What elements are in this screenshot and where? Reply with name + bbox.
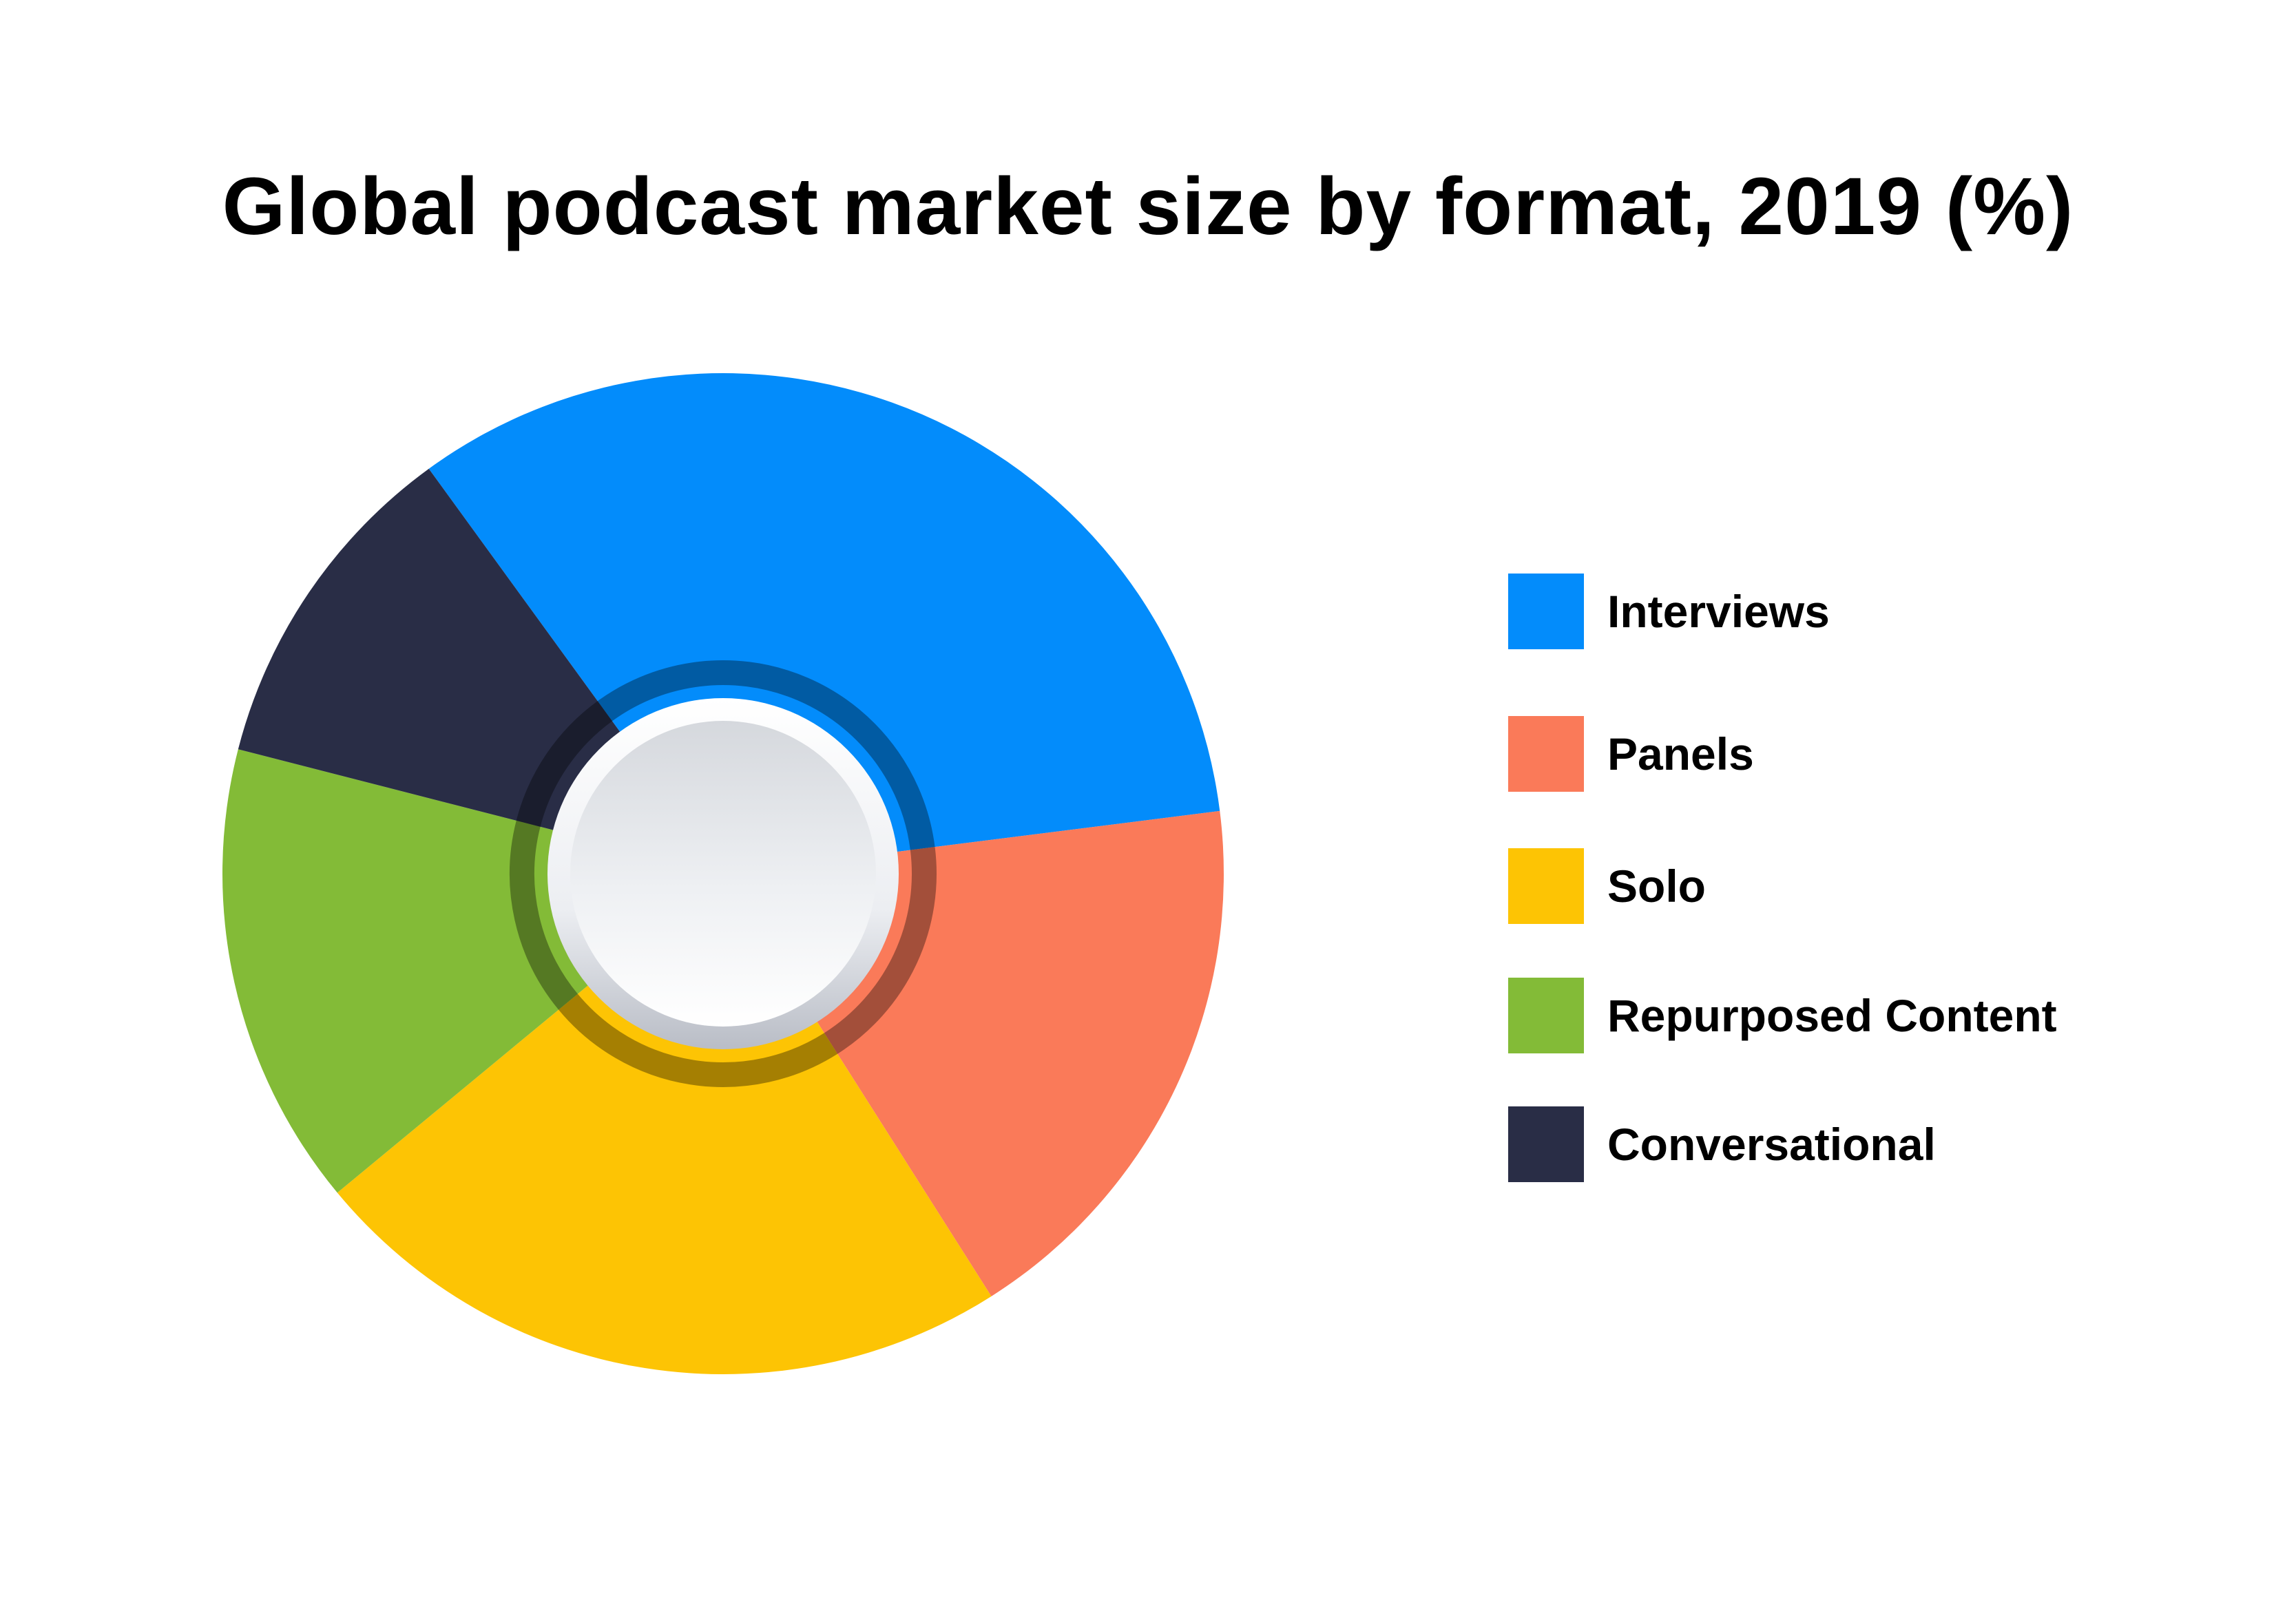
- hub-shadow-ring: [510, 660, 937, 1087]
- legend-swatch: [1508, 848, 1584, 924]
- hub-shadow-conversational: [516, 701, 613, 828]
- hub-shadow-panels: [824, 847, 937, 1054]
- legend-label: Solo: [1607, 861, 1706, 912]
- hub-shadow-tint-repurposed-content: [510, 820, 578, 1010]
- legend-swatch: [1508, 978, 1584, 1053]
- hub-shadow-repurposed-content: [510, 820, 578, 1010]
- chart-title: Global podcast market size by format, 20…: [222, 161, 2074, 252]
- legend-item-solo: Solo: [1508, 848, 1706, 924]
- legend-swatch: [1508, 1106, 1584, 1182]
- legend: Interviews Panels Solo Repurposed Content Co…: [1508, 0, 2266, 1609]
- pie-slice-solo: [337, 874, 992, 1375]
- legend-item-panels: Panels: [1508, 716, 1754, 792]
- hub-shadow-tint-conversational: [516, 701, 613, 828]
- legend-swatch: [1508, 716, 1584, 792]
- legend-item-interviews: Interviews: [1508, 574, 1830, 649]
- hub-shadow-solo: [559, 993, 838, 1087]
- center-hub: [547, 698, 899, 1049]
- legend-label: Panels: [1607, 728, 1754, 779]
- legend-label: Repurposed Content: [1607, 990, 2057, 1041]
- legend-item-conversational: Conversational: [1508, 1106, 1936, 1182]
- pie-slice-interviews: [428, 372, 1220, 874]
- hub-shadow-tint-solo: [559, 993, 838, 1087]
- legend-swatch: [1508, 574, 1584, 649]
- hub-shadow-interviews: [597, 660, 935, 850]
- hub-face: [570, 721, 876, 1027]
- legend-label: Interviews: [1607, 586, 1830, 637]
- pie-slices: [222, 372, 1224, 1375]
- hub-shadow-tint-panels: [824, 847, 937, 1054]
- legend-label: Conversational: [1607, 1119, 1936, 1170]
- hub-shadow-tint-interviews: [597, 660, 935, 850]
- legend-item-repurposed-content: Repurposed Content: [1508, 978, 2057, 1053]
